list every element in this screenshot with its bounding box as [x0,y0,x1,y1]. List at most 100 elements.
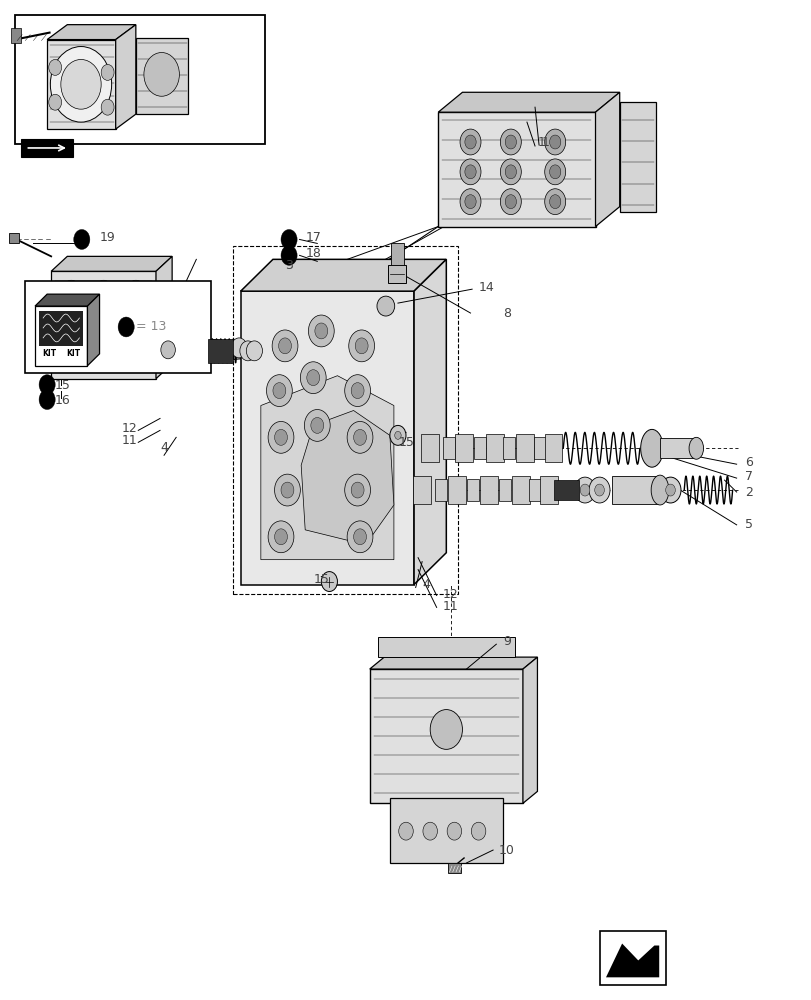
Circle shape [460,189,480,215]
Text: 11: 11 [442,600,457,613]
Bar [448,476,465,504]
Text: 18: 18 [306,247,321,260]
Circle shape [345,375,370,407]
Circle shape [460,129,480,155]
Bar [390,243,403,265]
Circle shape [580,484,589,496]
Bar [434,479,446,501]
Circle shape [274,429,287,445]
Circle shape [173,341,181,351]
Circle shape [549,165,560,179]
Circle shape [549,135,560,149]
Circle shape [307,370,320,386]
Text: 11: 11 [122,434,138,447]
Circle shape [447,822,461,840]
Bar [369,669,522,803]
Circle shape [266,375,292,407]
Circle shape [544,189,565,215]
Bar [516,434,534,462]
Circle shape [346,521,372,553]
Bar [442,437,454,459]
Text: 8: 8 [502,307,510,320]
Text: 15: 15 [398,436,414,449]
Polygon shape [605,944,659,977]
Bar [611,476,659,504]
Text: 3: 3 [285,259,293,272]
Ellipse shape [189,339,204,363]
Circle shape [278,338,291,354]
Circle shape [353,429,366,445]
Circle shape [182,346,190,355]
Circle shape [460,159,480,185]
Circle shape [61,59,101,109]
Circle shape [350,482,363,498]
Circle shape [300,362,326,394]
Circle shape [50,47,111,122]
Circle shape [389,425,406,445]
Circle shape [594,484,603,496]
Bar [421,434,439,462]
Circle shape [500,189,521,215]
Circle shape [157,330,174,350]
Bar [512,476,530,504]
Circle shape [62,280,80,302]
Circle shape [665,484,675,496]
Bar [599,931,665,985]
Bar [377,637,514,657]
Text: KIT: KIT [67,349,81,358]
Bar [35,306,88,366]
Polygon shape [47,40,115,129]
Bar [539,476,557,504]
Text: 4: 4 [160,441,168,454]
Circle shape [169,336,185,356]
Bar [455,434,472,462]
Ellipse shape [650,475,668,505]
Circle shape [470,822,485,840]
Bar [479,476,497,504]
Circle shape [504,195,516,209]
Polygon shape [35,294,100,306]
Bar [39,311,84,346]
Bar [25,281,211,373]
Text: 2: 2 [744,486,752,499]
Bar [11,28,20,43]
Circle shape [281,245,297,265]
Circle shape [588,477,609,503]
Ellipse shape [689,437,702,459]
Bar [503,437,515,459]
Circle shape [272,383,285,399]
Circle shape [246,341,262,361]
Bar [466,479,478,501]
Circle shape [127,280,144,302]
Bar [619,102,655,212]
Polygon shape [522,657,537,803]
Text: 1: 1 [541,136,549,149]
Circle shape [67,286,75,296]
Bar [388,265,406,283]
Text: 1: 1 [537,136,545,149]
Circle shape [465,165,475,179]
Circle shape [239,341,255,361]
Circle shape [268,421,294,453]
Text: KIT: KIT [42,349,57,358]
Circle shape [100,286,108,296]
Circle shape [465,195,475,209]
Text: 4: 4 [422,578,430,591]
Bar [474,437,486,459]
Text: 7: 7 [744,470,752,483]
Bar [51,271,156,379]
Circle shape [127,338,144,360]
Polygon shape [115,25,135,129]
Circle shape [49,94,62,110]
Bar [208,339,232,363]
Polygon shape [301,410,393,545]
Circle shape [348,330,374,362]
Bar [659,438,696,458]
Circle shape [465,135,475,149]
Circle shape [353,529,366,545]
Polygon shape [414,259,446,585]
Text: 12: 12 [122,422,138,435]
Circle shape [274,529,287,545]
Bar [240,291,414,585]
Text: 10: 10 [498,844,514,857]
